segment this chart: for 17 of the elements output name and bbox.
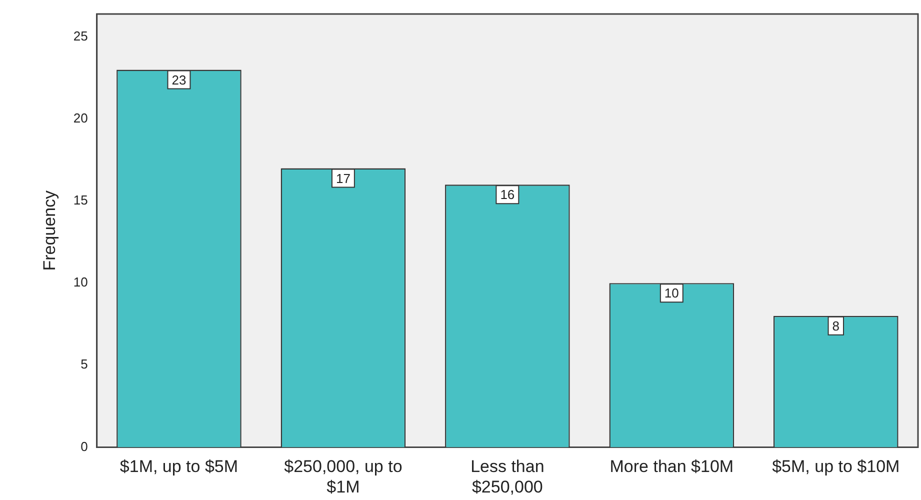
data-label: 8 <box>832 318 840 334</box>
data-label: 10 <box>664 286 679 301</box>
x-tick-label: Less than $250,000 <box>470 457 544 496</box>
y-axis-title: Frequency <box>40 190 59 271</box>
x-tick-label: $5M, up to $10M <box>772 457 900 476</box>
data-label: 23 <box>172 72 186 88</box>
x-tick-label: More than $10M <box>610 457 734 476</box>
y-tick-label: 20 <box>73 110 88 126</box>
y-tick-label: 0 <box>80 438 88 454</box>
y-tick-label: 15 <box>73 192 88 208</box>
x-tick-label: $1M, up to $5M <box>120 457 238 476</box>
y-tick-label: 25 <box>73 28 88 44</box>
y-tick-label: 10 <box>73 274 88 290</box>
data-label: 17 <box>336 170 350 186</box>
y-tick-label: 5 <box>80 356 88 372</box>
data-label: 16 <box>500 187 515 202</box>
x-tick-label: $250,000, up to $1M <box>284 457 402 496</box>
